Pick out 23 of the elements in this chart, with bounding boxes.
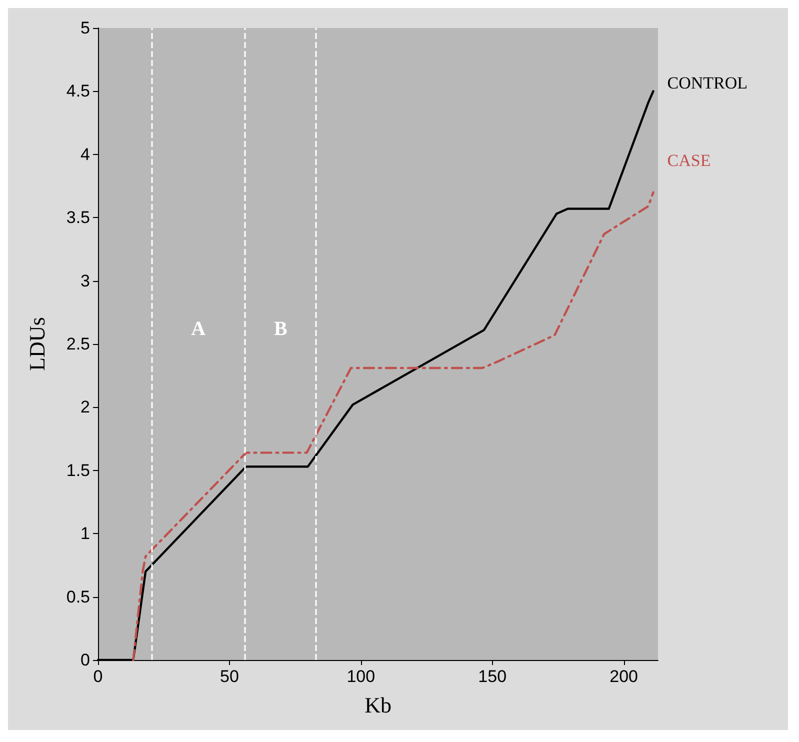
y-axis-title: LDUs xyxy=(24,317,50,371)
y-tick-label: 2.5 xyxy=(66,334,90,354)
y-tick-label: 4 xyxy=(80,144,90,164)
y-tick-label: 3.5 xyxy=(66,208,90,228)
y-tick-label: 4.5 xyxy=(66,82,90,101)
line-series xyxy=(132,191,654,662)
x-axis-title: Kb xyxy=(364,692,392,718)
y-tick-label: 2 xyxy=(80,398,90,417)
series-label: CONTROL xyxy=(667,74,748,93)
y-tick-label: 3 xyxy=(80,271,90,290)
x-tick-label: 100 xyxy=(346,667,376,686)
y-tick-label: 0.5 xyxy=(66,587,90,606)
annotation: A xyxy=(191,318,206,340)
y-tick-label: 0 xyxy=(80,650,90,670)
y-tick-label: 1 xyxy=(80,524,90,544)
y-tick-label: 5 xyxy=(80,18,90,38)
x-tick-label: 0 xyxy=(93,667,103,686)
annotation: B xyxy=(274,318,288,340)
x-tick-label: 50 xyxy=(220,667,239,686)
series-label: CASE xyxy=(667,150,711,170)
x-tick-label: 150 xyxy=(478,667,507,686)
x-tick-label: 200 xyxy=(610,667,638,686)
y-tick-label: 1.5 xyxy=(66,460,90,480)
